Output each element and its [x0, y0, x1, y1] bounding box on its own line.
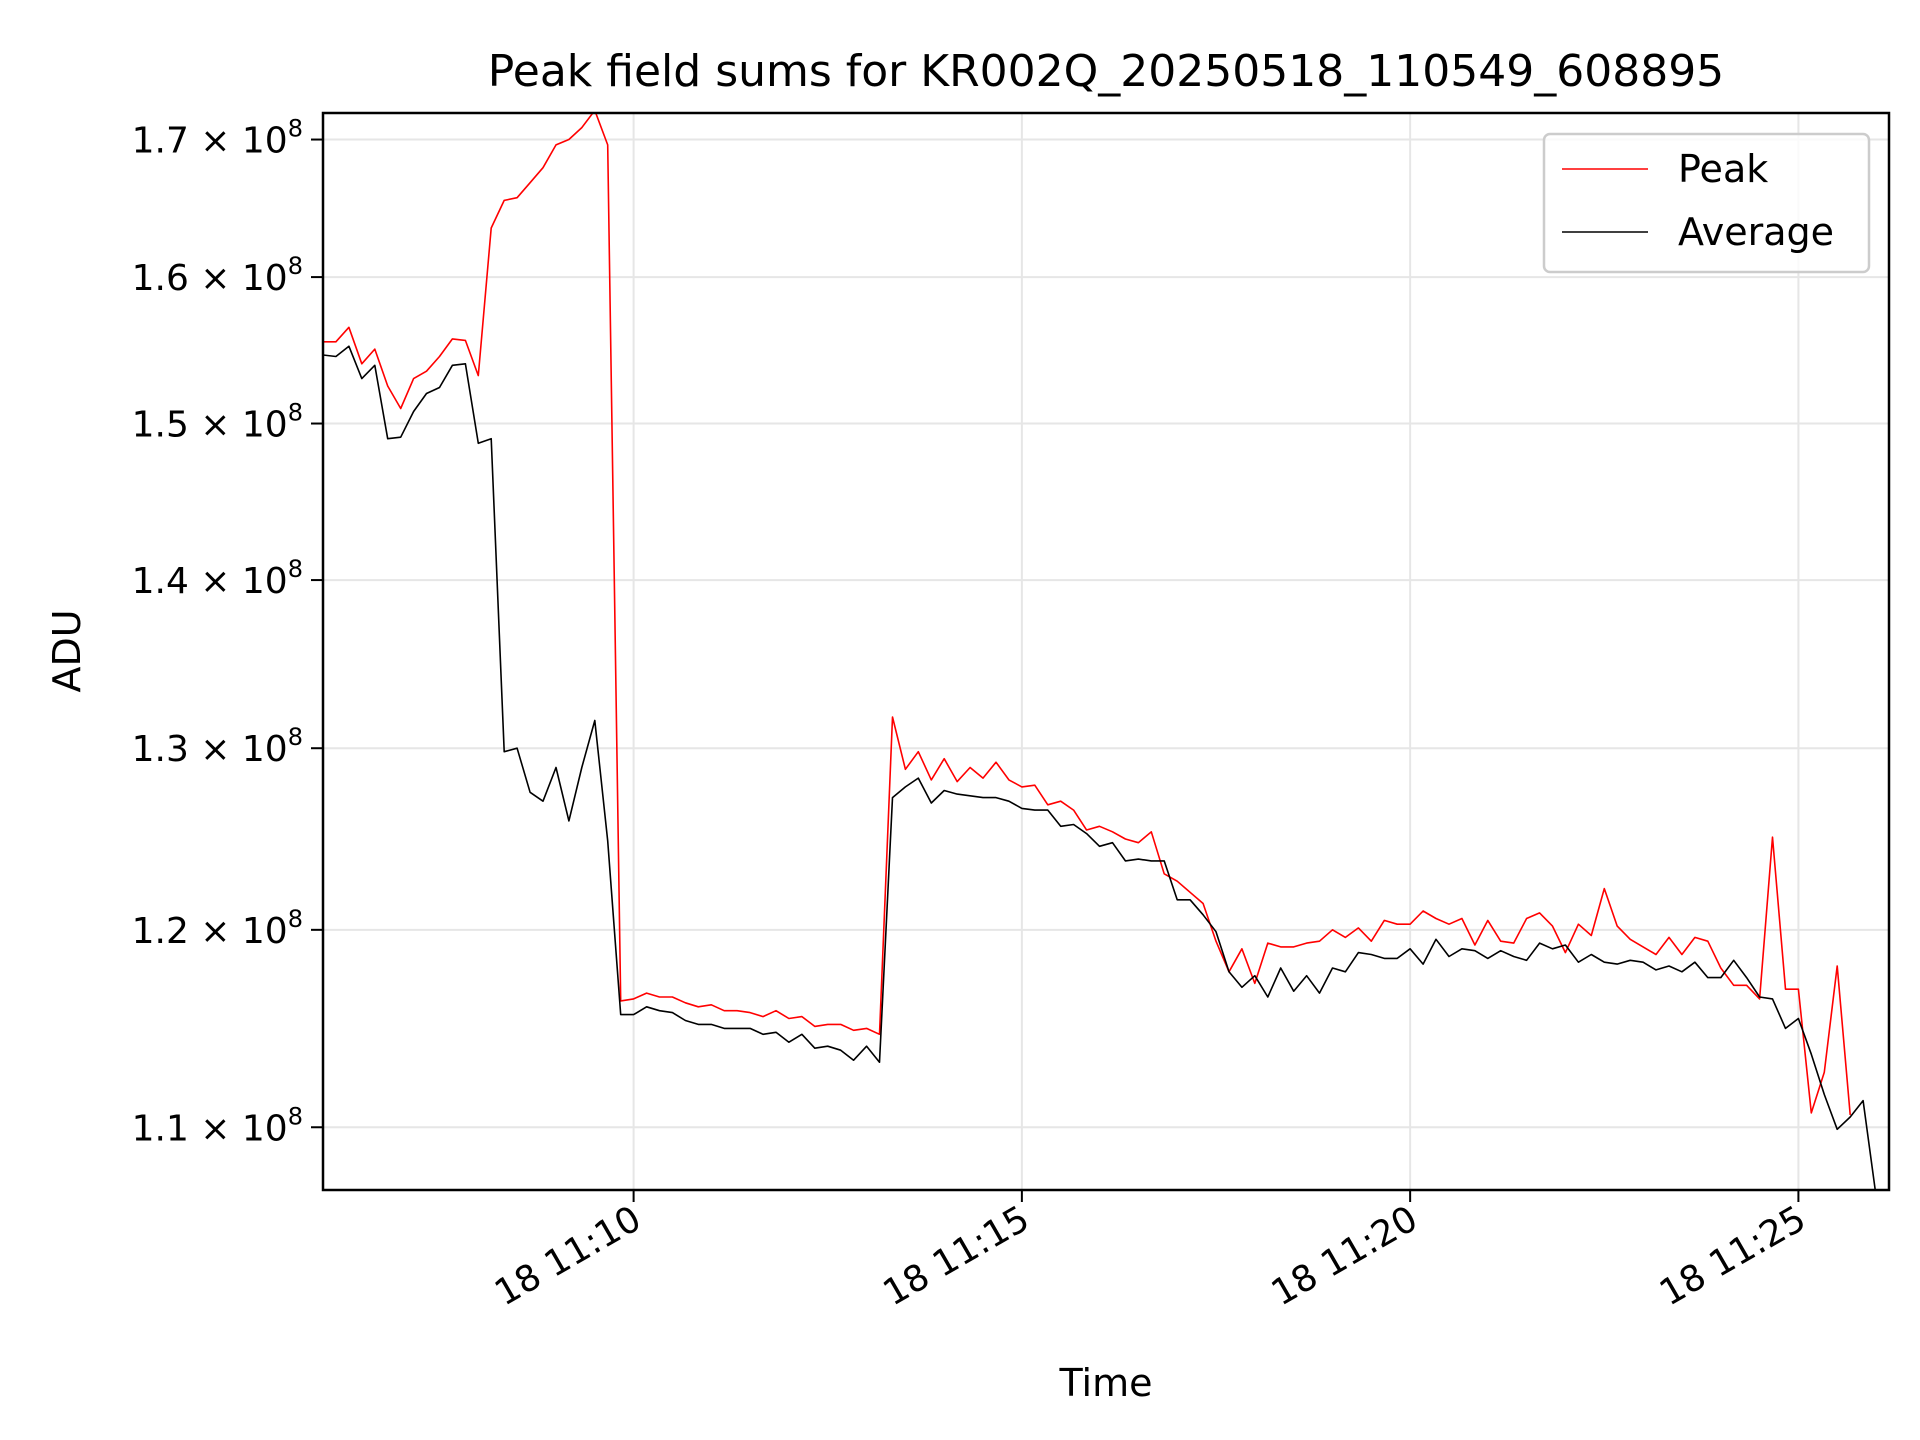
y-tick-label: 1.7 × 108 — [132, 115, 303, 162]
y-axis-label: ADU — [45, 609, 89, 692]
y-tick-label: 1.5 × 108 — [132, 399, 303, 446]
y-tick-label: 1.2 × 108 — [132, 905, 303, 952]
y-tick-label: 1.1 × 108 — [132, 1102, 303, 1149]
x-tick-label: 18 11:20 — [1265, 1198, 1425, 1314]
y-tick-label: 1.4 × 108 — [132, 555, 303, 602]
legend-label-peak: Peak — [1678, 147, 1768, 191]
legend: Peak Average — [1542, 132, 1871, 274]
y-tick-label: 1.6 × 108 — [132, 252, 303, 299]
series-line-peak — [323, 113, 1851, 1115]
y-axis-ticks: 1.1 × 108 1.2 × 108 1.3 × 108 1.4 × 108 1.5 … — [132, 115, 323, 1149]
x-tick-label: 18 11:10 — [488, 1198, 648, 1314]
x-axis-label: Time — [1059, 1361, 1153, 1405]
x-tick-label: 18 11:25 — [1653, 1198, 1813, 1314]
plot-frame — [321, 111, 1891, 1192]
chart-title: Peak field sums for KR002Q_20250518_1105… — [488, 46, 1724, 97]
series-line-average — [323, 345, 1877, 1190]
series-lines — [323, 113, 1877, 1190]
y-tick-label: 1.3 × 108 — [132, 723, 303, 770]
legend-label-average: Average — [1678, 210, 1834, 254]
x-axis-ticks: 18 11:10 18 11:15 18 11:20 18 11:25 — [488, 1190, 1813, 1314]
grid — [323, 113, 1889, 1190]
x-tick-label: 18 11:15 — [876, 1198, 1036, 1314]
